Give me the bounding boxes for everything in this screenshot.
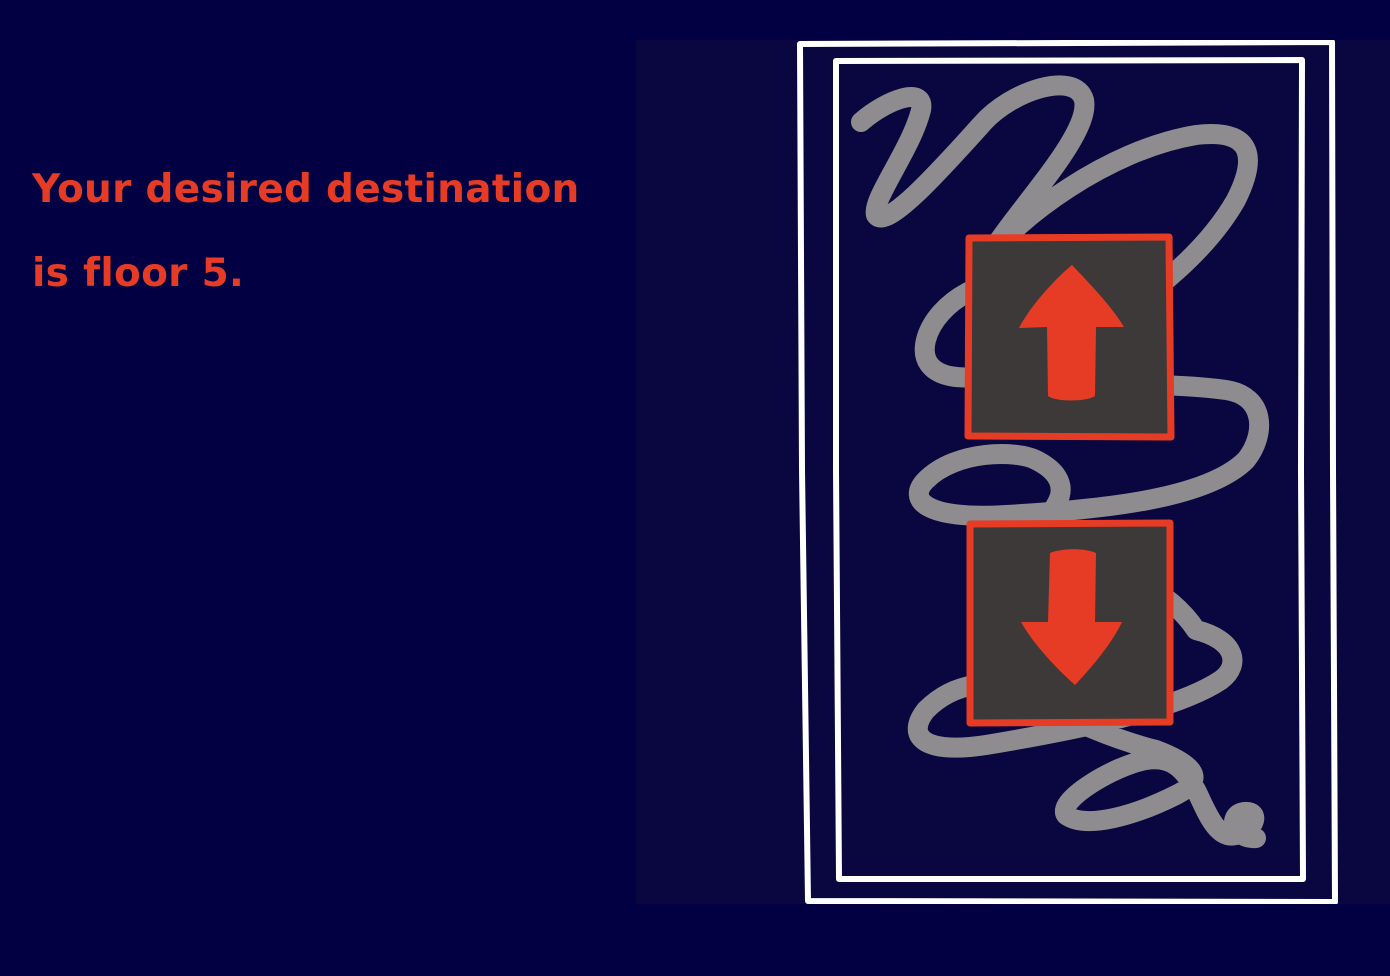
elevator-panel-drawing (797, 40, 1338, 904)
destination-message-line-2: is floor 5. (32, 251, 245, 296)
outer-frame (797, 40, 1338, 904)
arrow-down-icon (1021, 549, 1122, 685)
elevator-panel (636, 40, 1390, 904)
down-button[interactable] (966, 519, 1174, 727)
up-button[interactable] (964, 233, 1175, 441)
destination-message: Your desired destination is floor 5. (32, 148, 592, 316)
inner-frame (833, 57, 1306, 882)
destination-message-line-1: Your desired destination (32, 167, 580, 212)
arrow-up-icon (1019, 265, 1124, 401)
